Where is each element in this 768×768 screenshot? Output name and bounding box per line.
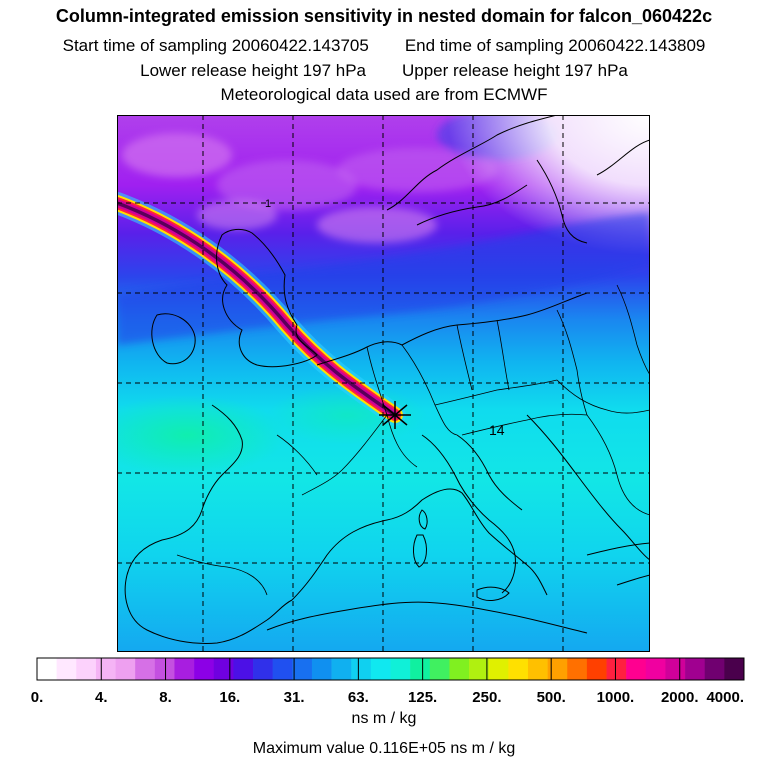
maximum-value-text: Maximum value 0.116E+05 ns m / kg bbox=[252, 740, 516, 757]
legend-color-box bbox=[292, 658, 313, 680]
legend-color-box bbox=[527, 658, 548, 680]
legend-color-box bbox=[547, 658, 568, 680]
legend-color-box bbox=[194, 658, 215, 680]
legend-tick-label: 250. bbox=[472, 689, 501, 706]
legend-color-box bbox=[37, 658, 57, 680]
legend-color-box bbox=[724, 658, 745, 680]
legend-tick-label: 31. bbox=[284, 689, 305, 706]
legend-color-box bbox=[488, 658, 509, 680]
legend-tick-labels: 0. 4. 8. 16. 31. 63. 125. 250. 500. 1000. 2000. 400… bbox=[31, 658, 745, 706]
legend-color-box bbox=[626, 658, 647, 680]
legend-tick-label: 500. bbox=[537, 689, 566, 706]
legend-color-box bbox=[311, 658, 332, 680]
legend-color-box bbox=[272, 658, 293, 680]
legend-color-box bbox=[135, 658, 156, 680]
sensitivity-map: 1 14 bbox=[117, 115, 650, 652]
plume bbox=[117, 192, 406, 426]
legend-color-box bbox=[76, 658, 97, 680]
met-data-note: Meteorological data used are from ECMWF bbox=[220, 85, 548, 104]
legend-color-box bbox=[351, 658, 372, 680]
lower-release-label: Lower release height 197 hPa bbox=[140, 61, 366, 80]
legend-tick-label: 16. bbox=[219, 689, 240, 706]
plot-title: Column-integrated emission sensitivity i… bbox=[55, 6, 713, 26]
legend-tick-label: 4000. bbox=[706, 689, 744, 706]
legend-tick-label: 63. bbox=[348, 689, 369, 706]
legend-color-box bbox=[469, 658, 489, 680]
legend-color-box bbox=[665, 658, 686, 680]
field-label-14: 14 bbox=[489, 422, 505, 438]
sampling-times: Start time of sampling 20060422.143705 En… bbox=[0, 36, 768, 56]
legend-color-bar bbox=[37, 658, 745, 680]
legend-tick-label: 2000. bbox=[661, 689, 699, 706]
end-time-label: End time of sampling 20060422.143809 bbox=[404, 36, 706, 55]
legend-color-box bbox=[95, 658, 116, 680]
legend-tick-label: 125. bbox=[408, 689, 437, 706]
legend-color-box bbox=[606, 658, 627, 680]
release-heights: Lower release height 197 hPa Upper releas… bbox=[0, 61, 768, 81]
legend-color-box bbox=[586, 658, 607, 680]
color-legend: 0. 4. 8. 16. 31. 63. 125. 250. 500. 1000. 2000. 400… bbox=[31, 657, 745, 706]
field-label-1: 1 bbox=[265, 198, 271, 210]
legend-tick-label: 0. bbox=[31, 689, 44, 706]
upper-release-label: Upper release height 197 hPa bbox=[402, 61, 628, 80]
legend-color-box bbox=[370, 658, 391, 680]
legend-tick-label: 8. bbox=[159, 689, 172, 706]
legend-tick-label: 1000. bbox=[597, 689, 635, 706]
legend-tick-label: 4. bbox=[95, 689, 108, 706]
legend-color-box bbox=[213, 658, 234, 680]
legend-color-box bbox=[685, 658, 706, 680]
legend-color-box bbox=[449, 658, 470, 680]
legend-color-box bbox=[429, 658, 450, 680]
legend-color-box bbox=[154, 658, 175, 680]
map-frame bbox=[117, 115, 650, 652]
legend-color-box bbox=[331, 658, 352, 680]
green-region bbox=[117, 395, 287, 475]
legend-color-box bbox=[645, 658, 666, 680]
legend-color-box bbox=[56, 658, 77, 680]
legend-color-box bbox=[410, 658, 431, 680]
country-borders bbox=[176, 284, 650, 596]
legend-unit: ns m / kg bbox=[351, 710, 417, 727]
legend-color-box bbox=[567, 658, 588, 680]
legend-color-box bbox=[253, 658, 273, 680]
legend-color-box bbox=[115, 658, 136, 680]
legend-color-box bbox=[508, 658, 529, 680]
release-point-star-icon bbox=[379, 401, 411, 429]
start-time-label: Start time of sampling 20060422.143705 bbox=[62, 36, 369, 55]
lat-lon-grid bbox=[117, 115, 650, 652]
legend-color-box bbox=[704, 658, 725, 680]
coastlines bbox=[124, 115, 650, 644]
legend-color-box bbox=[174, 658, 195, 680]
legend-color-box bbox=[233, 658, 254, 680]
legend-color-box bbox=[390, 658, 411, 680]
